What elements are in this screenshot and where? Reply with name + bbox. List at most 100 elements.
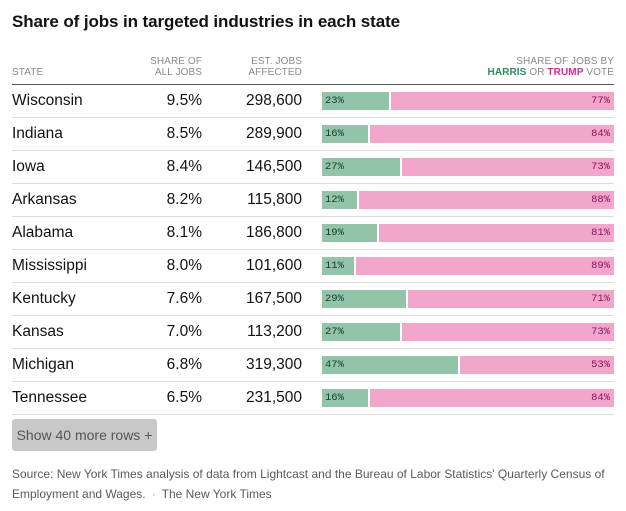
vote-share-bar: 11% 89%	[322, 257, 614, 275]
header-vote: SHARE OF JOBS BY HARRIS OR TRUMP VOTE	[488, 56, 614, 78]
vote-share-bar: 27% 73%	[322, 158, 614, 176]
jobs-affected: 319,300	[245, 356, 302, 373]
trump-bar-segment: 73%	[402, 323, 614, 341]
header-vote-suffix: VOTE	[583, 67, 614, 78]
trump-share-label: 77%	[591, 95, 610, 107]
vote-share-bar: 27% 73%	[322, 323, 614, 341]
state-name: Tennessee	[12, 389, 87, 406]
separator-dot: ·	[151, 487, 156, 501]
trump-share-label: 88%	[591, 194, 610, 206]
jobs-affected: 113,200	[247, 323, 302, 340]
jobs-affected: 231,500	[245, 389, 302, 406]
harris-bar-segment: 29%	[322, 290, 406, 308]
header-vote-line1: SHARE OF JOBS BY	[516, 56, 614, 67]
jobs-affected: 115,800	[247, 191, 302, 208]
header-jobs-line2: AFFECTED	[248, 67, 302, 78]
trump-share-label: 89%	[591, 260, 610, 272]
harris-share-label: 16%	[325, 128, 344, 140]
vote-share-bar: 16% 84%	[322, 389, 614, 407]
share-of-jobs: 9.5%	[166, 92, 202, 109]
table-body: Wisconsin 9.5% 298,600 23% 77% Indiana 8.5% 289…	[12, 85, 614, 415]
header-vote-trump: TRUMP	[547, 67, 584, 78]
harris-bar-segment: 27%	[322, 158, 400, 176]
vote-share-bar: 47% 53%	[322, 356, 614, 374]
table-row: Iowa 8.4% 146,500 27% 73%	[12, 151, 614, 184]
trump-bar-segment: 77%	[391, 92, 614, 110]
state-name: Wisconsin	[12, 92, 83, 109]
share-of-jobs: 8.0%	[166, 257, 202, 274]
harris-share-label: 27%	[325, 326, 344, 338]
jobs-affected: 289,900	[245, 125, 302, 142]
share-of-jobs: 7.0%	[166, 323, 202, 340]
table-row: Alabama 8.1% 186,800 19% 81%	[12, 217, 614, 250]
harris-bar-segment: 16%	[322, 389, 368, 407]
show-more-rows-button[interactable]: Show 40 more rows +	[12, 419, 157, 451]
harris-bar-segment: 11%	[322, 257, 354, 275]
header-share: SHARE OF ALL JOBS	[150, 56, 202, 78]
harris-share-label: 19%	[325, 227, 344, 239]
chart-title: Share of jobs in targeted industries in …	[12, 12, 400, 31]
harris-bar-segment: 23%	[322, 92, 389, 110]
header-share-line1: SHARE OF	[150, 56, 202, 67]
table-row: Indiana 8.5% 289,900 16% 84%	[12, 118, 614, 151]
source-credit: The New York Times	[161, 487, 272, 501]
trump-share-label: 73%	[591, 326, 610, 338]
harris-share-label: 16%	[325, 392, 344, 404]
header-jobs-line1: EST. JOBS	[251, 56, 302, 67]
jobs-affected: 186,800	[245, 224, 302, 241]
share-of-jobs: 6.8%	[166, 356, 202, 373]
share-of-jobs: 7.6%	[166, 290, 202, 307]
share-of-jobs: 8.5%	[166, 125, 202, 142]
state-name: Indiana	[12, 125, 63, 142]
header-jobs: EST. JOBS AFFECTED	[248, 56, 302, 78]
header-vote-or: OR	[526, 67, 548, 78]
jobs-affected: 146,500	[245, 158, 302, 175]
harris-bar-segment: 27%	[322, 323, 400, 341]
trump-bar-segment: 71%	[408, 290, 614, 308]
state-name: Iowa	[12, 158, 45, 175]
state-name: Kentucky	[12, 290, 76, 307]
harris-share-label: 23%	[325, 95, 344, 107]
harris-share-label: 11%	[325, 260, 344, 272]
jobs-affected: 167,500	[245, 290, 302, 307]
trump-share-label: 84%	[591, 392, 610, 404]
table-row: Kentucky 7.6% 167,500 29% 71%	[12, 283, 614, 316]
harris-share-label: 47%	[325, 359, 344, 371]
table-row: Tennessee 6.5% 231,500 16% 84%	[12, 382, 614, 415]
trump-bar-segment: 53%	[460, 356, 614, 374]
table-row: Mississippi 8.0% 101,600 11% 89%	[12, 250, 614, 283]
harris-bar-segment: 19%	[322, 224, 377, 242]
trump-share-label: 81%	[591, 227, 610, 239]
harris-share-label: 27%	[325, 161, 344, 173]
table-row: Michigan 6.8% 319,300 47% 53%	[12, 349, 614, 382]
trump-bar-segment: 73%	[402, 158, 614, 176]
header-vote-line2: HARRIS OR TRUMP VOTE	[488, 67, 614, 78]
header-state: STATE	[12, 67, 44, 78]
trump-share-label: 73%	[591, 161, 610, 173]
share-of-jobs: 8.2%	[166, 191, 202, 208]
harris-bar-segment: 16%	[322, 125, 368, 143]
harris-share-label: 12%	[325, 194, 344, 206]
share-of-jobs: 8.4%	[166, 158, 202, 175]
state-name: Arkansas	[12, 191, 77, 208]
state-name: Kansas	[12, 323, 64, 340]
trump-bar-segment: 81%	[379, 224, 614, 242]
vote-share-bar: 23% 77%	[322, 92, 614, 110]
table-row: Arkansas 8.2% 115,800 12% 88%	[12, 184, 614, 217]
source-text: Source: New York Times analysis of data …	[12, 467, 605, 501]
table-row: Wisconsin 9.5% 298,600 23% 77%	[12, 85, 614, 118]
trump-bar-segment: 89%	[356, 257, 614, 275]
source-note: Source: New York Times analysis of data …	[12, 464, 617, 504]
trump-share-label: 71%	[591, 293, 610, 305]
jobs-affected: 298,600	[245, 92, 302, 109]
header-divider	[12, 84, 614, 85]
harris-bar-segment: 47%	[322, 356, 458, 374]
vote-share-bar: 29% 71%	[322, 290, 614, 308]
trump-bar-segment: 88%	[359, 191, 614, 209]
share-of-jobs: 6.5%	[166, 389, 202, 406]
trump-bar-segment: 84%	[370, 125, 614, 143]
header-share-line2: ALL JOBS	[154, 67, 202, 78]
jobs-affected: 101,600	[245, 257, 302, 274]
vote-share-bar: 16% 84%	[322, 125, 614, 143]
table-row: Kansas 7.0% 113,200 27% 73%	[12, 316, 614, 349]
